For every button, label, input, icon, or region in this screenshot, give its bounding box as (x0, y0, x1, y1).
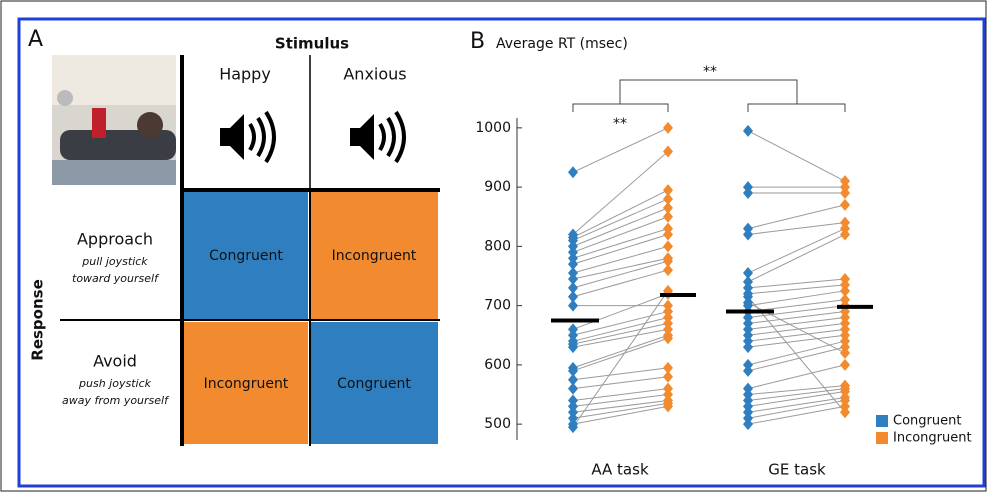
y-tick-label: 700 (484, 298, 511, 314)
y-tick-label: 800 (484, 238, 511, 254)
row-label: Avoid (93, 352, 137, 371)
annotation: ** (613, 116, 627, 132)
photo (52, 55, 176, 185)
cell-label: Congruent (337, 376, 411, 392)
cell-label: Congruent (209, 248, 283, 264)
legend-label: Incongruent (893, 431, 972, 446)
legend-label: Congruent (893, 414, 961, 429)
response-title: Response (29, 279, 47, 360)
y-tick-label: 900 (484, 179, 511, 195)
row-desc: toward yourself (72, 272, 160, 285)
panel-label: A (28, 27, 43, 52)
y-tick-label: 600 (484, 357, 511, 373)
panel-label: B (470, 29, 485, 54)
cell-label: Incongruent (204, 376, 289, 392)
annotation: ** (703, 64, 717, 80)
row-desc: push joystick (78, 377, 152, 390)
y-tick-label: 500 (484, 416, 511, 432)
row-desc: pull joystick (81, 255, 148, 268)
column-label: Happy (219, 65, 271, 84)
x-tick-label: AA task (591, 461, 649, 479)
cell-label: Incongruent (332, 248, 417, 264)
legend-swatch (876, 415, 888, 427)
row-label: Approach (77, 230, 153, 249)
x-tick-label: GE task (768, 461, 826, 479)
chart-title: Average RT (msec) (496, 36, 628, 52)
row-desc: away from yourself (62, 394, 170, 407)
column-label: Anxious (343, 65, 406, 84)
stimulus-title: Stimulus (275, 35, 349, 53)
legend-swatch (876, 432, 888, 444)
figure: A Stimulus Happy Anxious Congruent Incon… (0, 0, 988, 493)
y-tick-label: 1000 (475, 120, 511, 136)
